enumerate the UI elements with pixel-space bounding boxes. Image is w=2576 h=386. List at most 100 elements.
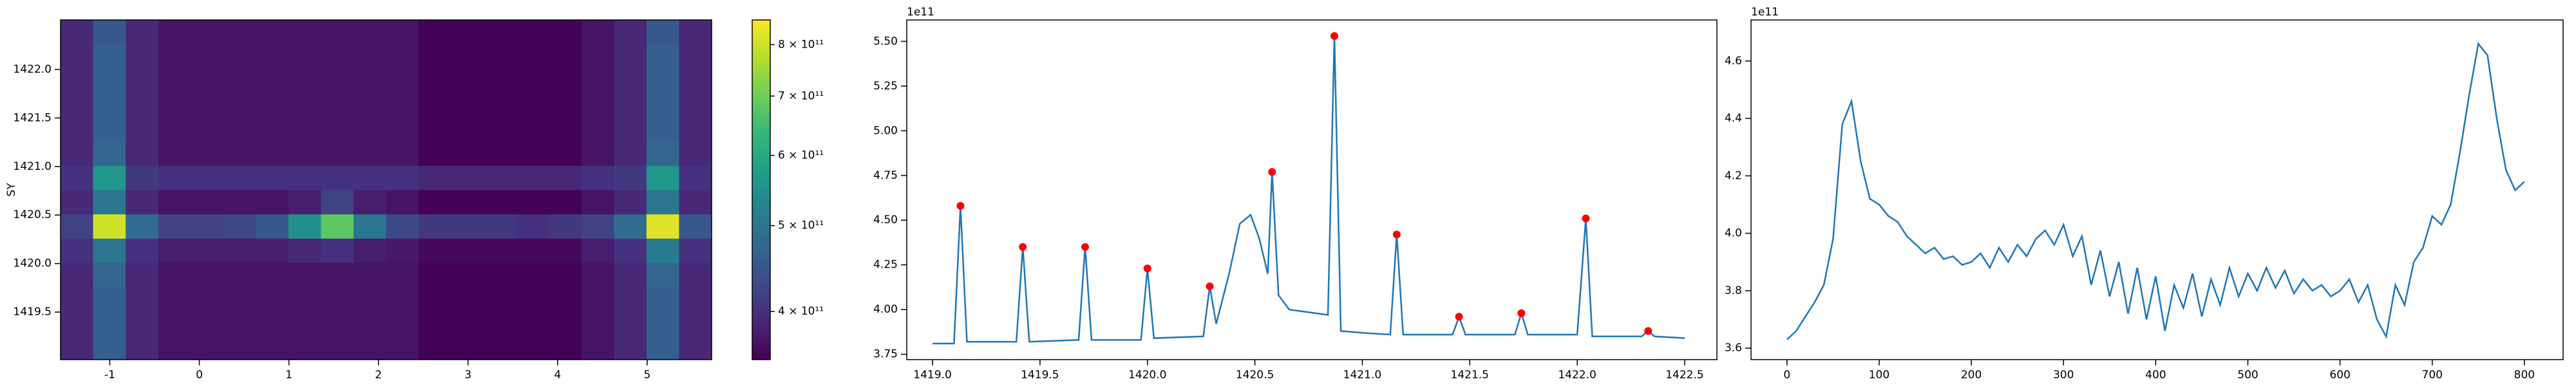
heatmap-cell: [288, 286, 321, 312]
x-tick-label: 1419.5: [1021, 369, 1059, 381]
heatmap-cell: [321, 165, 354, 190]
heatmap-cell: [419, 116, 452, 142]
heatmap-cell: [386, 214, 419, 239]
heatmap-cell: [614, 68, 647, 93]
heatmap-cell: [353, 44, 386, 69]
heatmap-cell: [288, 141, 321, 166]
colorbar-tick-label: 6 × 10¹¹: [778, 149, 824, 162]
heatmap-cell: [614, 190, 647, 215]
heatmap-cell: [581, 20, 614, 45]
heatmap-cell: [256, 335, 289, 360]
heatmap-cell: [126, 68, 159, 93]
heatmap-cell: [516, 141, 549, 166]
heatmap-cell: [419, 311, 452, 336]
heatmap-cell: [516, 311, 549, 336]
heatmap-cell: [61, 44, 94, 69]
heatmap-cell: [223, 44, 256, 69]
heatmap-cell: [419, 93, 452, 118]
heatmap-cell: [126, 141, 159, 166]
x-tick-label: 1419.0: [913, 369, 951, 381]
heatmap-cell: [581, 214, 614, 239]
heatmap-cell: [256, 93, 289, 118]
heatmap-cell: [451, 68, 484, 93]
heatmap-cell: [288, 311, 321, 336]
heatmap-cell: [484, 262, 517, 288]
heatmap-cell: [549, 68, 582, 93]
heatmap-cell: [386, 20, 419, 45]
heatmap-cell: [191, 335, 224, 360]
x-tick-label: 0: [1783, 369, 1790, 381]
heatmap-cell: [223, 311, 256, 336]
axes-frame: [60, 19, 712, 360]
heatmap-cell: [288, 214, 321, 239]
heatmap-cell: [484, 286, 517, 312]
heatmap-cell: [61, 335, 94, 360]
heatmap-cell: [549, 44, 582, 69]
heatmap-cell: [223, 93, 256, 118]
heatmap-cell: [484, 190, 517, 215]
heatmap-cell: [223, 165, 256, 190]
x-tick-label: 1422.0: [1558, 369, 1596, 381]
heatmap-cell: [288, 68, 321, 93]
heatmap-cell: [93, 20, 126, 45]
peak-marker: [1019, 243, 1027, 251]
heatmap-cell: [581, 262, 614, 288]
heatmap-cell: [646, 116, 679, 142]
heatmap-cell: [516, 116, 549, 142]
heatmap-cell: [614, 116, 647, 142]
heatmap-cell: [614, 93, 647, 118]
colorbar-tick-label: 5 × 10¹¹: [778, 219, 824, 232]
heatmap-cell: [93, 214, 126, 239]
y-tick-label: 1421.5: [14, 111, 52, 124]
heatmap-cell: [223, 238, 256, 263]
heatmap-cell: [581, 68, 614, 93]
heatmap-cell: [386, 262, 419, 288]
heatmap-cell: [191, 286, 224, 312]
heatmap-cell: [126, 44, 159, 69]
heatmap-cell: [158, 214, 191, 239]
heatmap-cell: [646, 238, 679, 263]
heatmap-cell: [419, 335, 452, 360]
heatmap-cell: [126, 262, 159, 288]
heatmap-cell: [484, 238, 517, 263]
axes-frame: [906, 19, 1718, 360]
peak-marker: [1517, 309, 1526, 317]
heatmap-cell: [451, 311, 484, 336]
x-tick-label: 100: [1869, 369, 1889, 381]
heatmap-cell: [549, 262, 582, 288]
heatmap-cell: [679, 141, 712, 166]
heatmap-cell: [126, 214, 159, 239]
heatmap-cell: [126, 238, 159, 263]
heatmap-cell: [61, 262, 94, 288]
heatmap-cell: [158, 262, 191, 288]
heatmap-cell: [223, 68, 256, 93]
heatmap-cell: [126, 190, 159, 215]
y-tick-label: 1420.5: [14, 208, 52, 221]
heatmap-cell: [158, 190, 191, 215]
heatmap-cell: [679, 311, 712, 336]
heatmap-cell: [549, 238, 582, 263]
heatmap-cell: [61, 93, 94, 118]
heatmap-cell: [353, 116, 386, 142]
y-tick-label: 4.50: [873, 214, 898, 226]
heatmap-cell: [61, 116, 94, 142]
heatmap-cell: [516, 262, 549, 288]
x-tick-label: 4: [554, 369, 561, 381]
heatmap-cell: [451, 165, 484, 190]
heatmap-cell: [646, 93, 679, 118]
heatmap-cell: [93, 44, 126, 69]
heatmap-cell: [353, 141, 386, 166]
heatmap-cell: [191, 93, 224, 118]
heatmap-cell: [288, 93, 321, 118]
heatmap-cell: [419, 141, 452, 166]
heatmap-cell: [321, 93, 354, 118]
offset-label: 1e11: [907, 6, 934, 19]
heatmap-cell: [484, 311, 517, 336]
heatmap-cell: [61, 311, 94, 336]
heatmap-cell: [386, 44, 419, 69]
heatmap-cell: [191, 116, 224, 142]
y-tick-label: 5.50: [873, 35, 898, 48]
heatmap-cell: [451, 93, 484, 118]
heatmap-cell: [126, 116, 159, 142]
